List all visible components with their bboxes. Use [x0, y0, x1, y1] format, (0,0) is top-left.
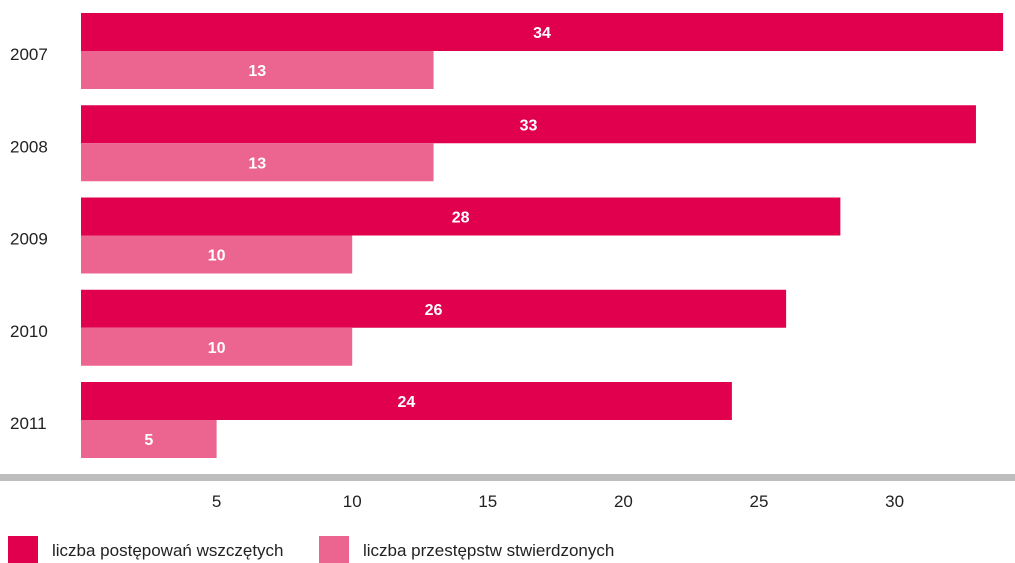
- bar-2007-series-1: [81, 13, 1004, 51]
- x-axis-ticks: 5 10 15 20 25 30: [212, 492, 904, 511]
- x-tick-label-10: 10: [343, 492, 362, 511]
- bar-2011-series-1: [81, 382, 732, 420]
- x-tick-label-20: 20: [614, 492, 633, 511]
- value-label-2010-series-2: 10: [208, 340, 226, 357]
- category-label-2008: 2008: [10, 137, 48, 156]
- x-tick-label-15: 15: [478, 492, 497, 511]
- legend-label-series-1: liczba postępowań wszczętych: [52, 541, 284, 560]
- x-tick-label-30: 30: [885, 492, 904, 511]
- x-axis-band: [0, 474, 1015, 481]
- category-label-2011: 2011: [10, 414, 47, 433]
- value-label-2007-series-1: 34: [533, 25, 551, 42]
- bar-2008-series-2: [81, 143, 434, 182]
- bar-2010-series-1: [81, 289, 787, 328]
- category-label-2007: 2007: [10, 45, 48, 64]
- category-label-2009: 2009: [10, 230, 48, 249]
- legend-swatch-series-2: [319, 536, 349, 563]
- value-label-2009-series-2: 10: [208, 248, 226, 265]
- value-label-2007-series-2: 13: [248, 63, 266, 80]
- category-labels: 2007 2008 2009 2010 2011: [10, 45, 48, 433]
- bar-2009-series-1: [81, 197, 841, 236]
- bar-2009-series-2: [81, 235, 353, 274]
- value-label-2008-series-1: 33: [520, 117, 538, 134]
- value-label-2008-series-2: 13: [248, 155, 266, 172]
- bars-group: 34 13 33 13 28 10 26 10 24 5: [81, 13, 1004, 458]
- value-label-2011-series-2: 5: [144, 432, 153, 449]
- legend-label-series-2: liczba przestępstw stwierdzonych: [363, 541, 614, 560]
- value-label-2010-series-1: 26: [425, 302, 443, 319]
- value-label-2011-series-1: 24: [398, 394, 416, 411]
- value-label-2009-series-1: 28: [452, 210, 470, 227]
- bar-2007-series-2: [81, 51, 434, 89]
- x-tick-label-25: 25: [750, 492, 769, 511]
- category-label-2010: 2010: [10, 322, 48, 341]
- legend: liczba postępowań wszczętych liczba przes…: [8, 536, 614, 563]
- bar-2008-series-1: [81, 105, 976, 144]
- legend-swatch-series-1: [8, 536, 38, 563]
- x-tick-label-5: 5: [212, 492, 221, 511]
- bar-2010-series-2: [81, 327, 353, 366]
- bar-2011-series-2: [81, 420, 217, 458]
